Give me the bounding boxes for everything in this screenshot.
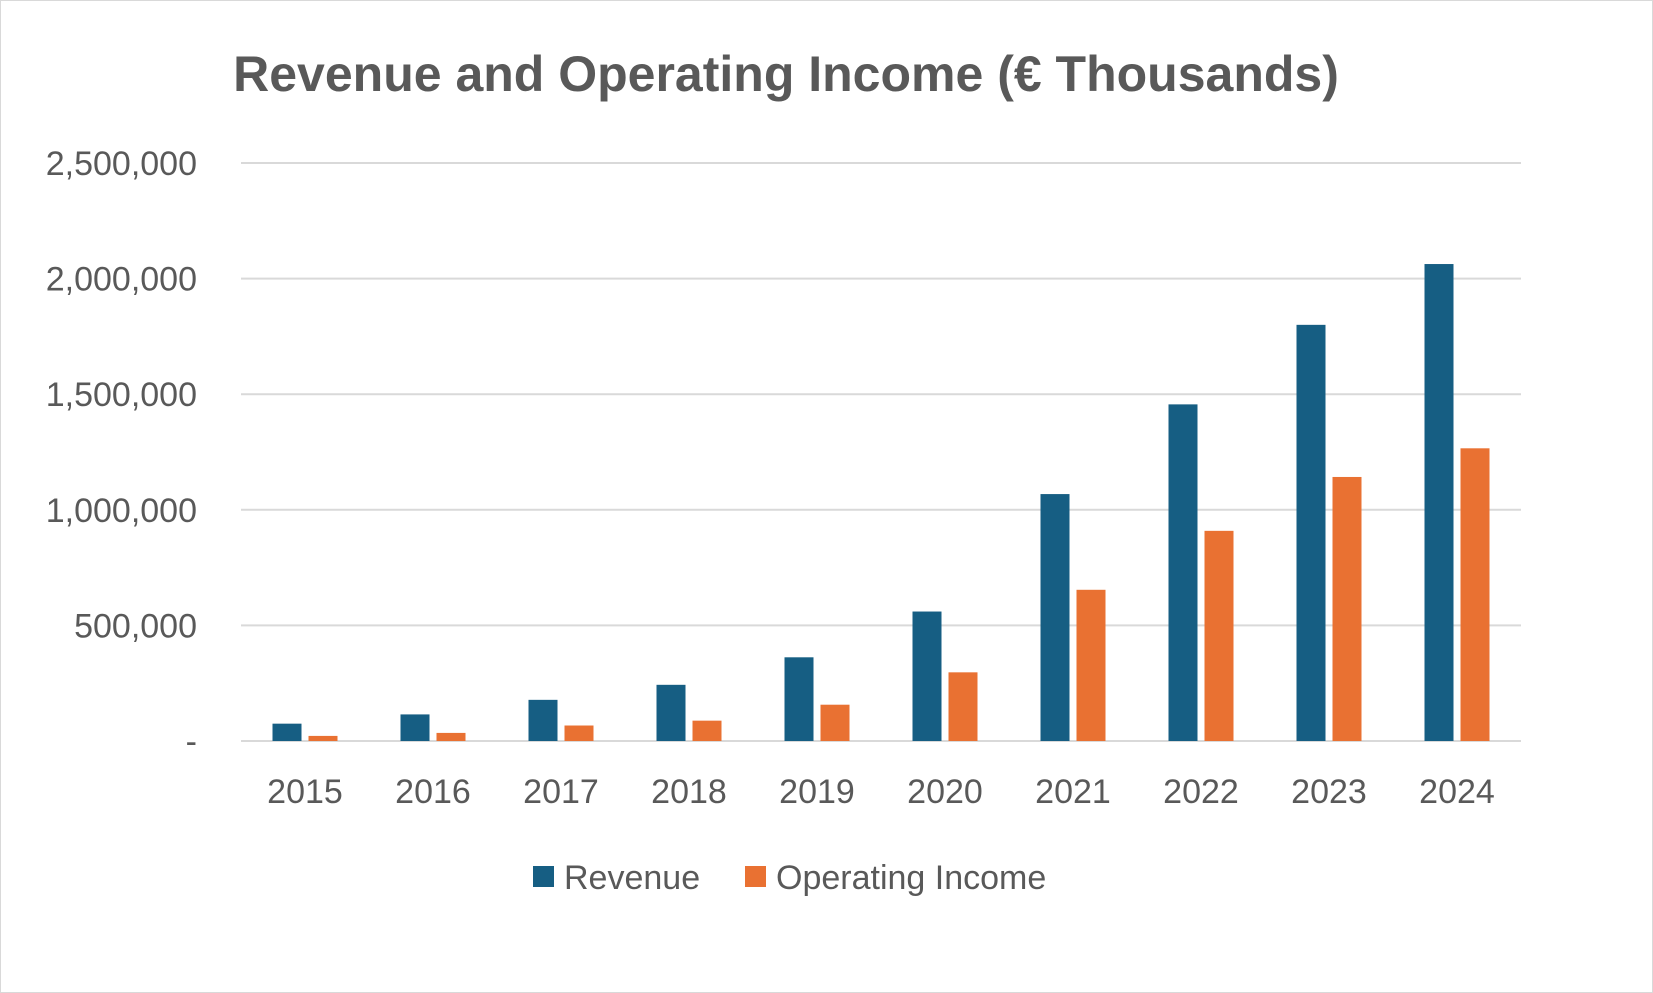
- y-tick-label: -: [186, 723, 197, 761]
- bar-revenue-2024: [1424, 264, 1454, 741]
- y-axis-tick-labels: - 500,000 1,000,000 1,500,000 2,000,000 2,500…: [46, 145, 197, 761]
- x-tick-label: 2016: [395, 773, 471, 811]
- legend-label-revenue: Revenue: [564, 859, 700, 897]
- bar-operating-income-2016: [436, 732, 466, 741]
- legend-swatch-revenue: [533, 866, 554, 887]
- gridlines: [241, 162, 1521, 742]
- bar-operating-income-2018: [692, 720, 722, 741]
- bar-revenue-2021: [1040, 494, 1070, 741]
- bar-operating-income-2015: [308, 735, 338, 741]
- bar-revenue-2018: [656, 684, 686, 741]
- x-tick-label: 2015: [267, 773, 343, 811]
- bar-revenue-2017: [528, 699, 558, 741]
- x-tick-label: 2019: [779, 773, 855, 811]
- x-tick-label: 2023: [1291, 773, 1367, 811]
- bar-operating-income-2020: [948, 672, 978, 741]
- bar-operating-income-2017: [564, 725, 594, 741]
- bar-revenue-2020: [912, 611, 942, 741]
- y-tick-label: 1,000,000: [46, 492, 197, 530]
- bar-operating-income-2019: [820, 704, 850, 741]
- bar-revenue-2015: [272, 723, 302, 741]
- legend-label-operating-income: Operating Income: [776, 859, 1046, 897]
- x-tick-label: 2018: [651, 773, 727, 811]
- y-tick-label: 1,500,000: [46, 376, 197, 414]
- x-tick-label: 2017: [523, 773, 599, 811]
- bar-operating-income-2024: [1460, 448, 1490, 741]
- x-tick-label: 2020: [907, 773, 983, 811]
- x-tick-label: 2022: [1163, 773, 1239, 811]
- bars: [272, 264, 1490, 741]
- y-tick-label: 2,000,000: [46, 261, 197, 299]
- bar-operating-income-2021: [1076, 589, 1106, 741]
- bar-revenue-2019: [784, 657, 814, 741]
- legend-swatch-operating-income: [745, 866, 766, 887]
- bar-operating-income-2023: [1332, 476, 1362, 741]
- x-axis-tick-labels: 2015 2016 2017 2018 2019 2020 2021 2022 2023 2024: [267, 773, 1495, 811]
- bar-operating-income-2022: [1204, 530, 1234, 741]
- x-tick-label: 2024: [1419, 773, 1495, 811]
- x-tick-label: 2021: [1035, 773, 1111, 811]
- bar-revenue-2022: [1168, 404, 1198, 741]
- y-tick-label: 2,500,000: [46, 145, 197, 183]
- y-tick-label: 500,000: [74, 607, 197, 645]
- chart-title: Revenue and Operating Income (€ Thousand…: [233, 46, 1339, 102]
- legend: Revenue Operating Income: [533, 859, 1046, 897]
- bar-revenue-2023: [1296, 324, 1326, 741]
- bar-revenue-2016: [400, 714, 430, 741]
